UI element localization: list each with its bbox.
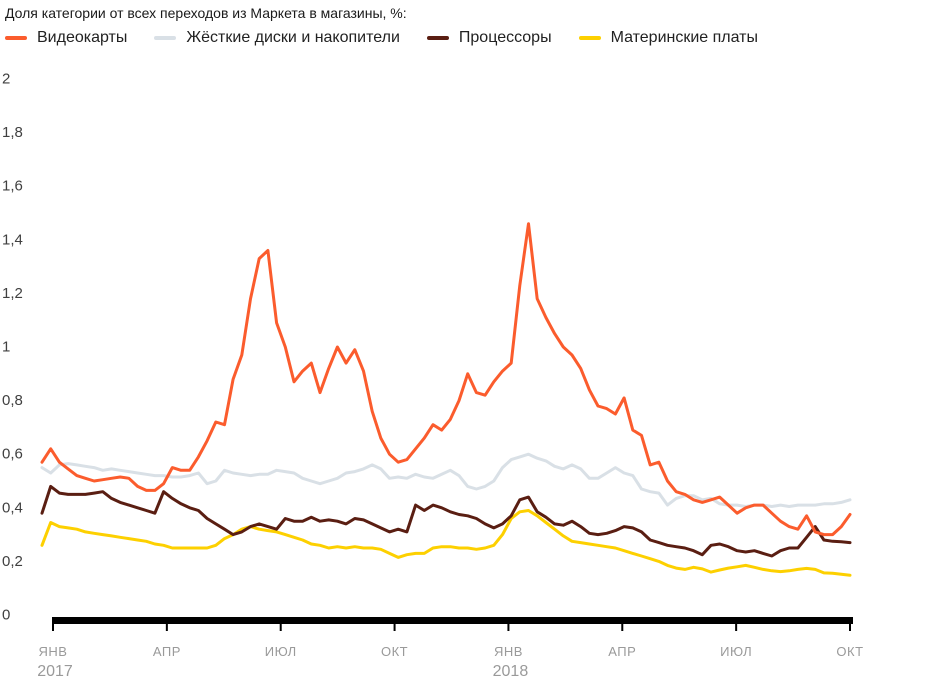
series-line-videokarty [42, 224, 850, 535]
y-axis-label: 2 [2, 71, 10, 88]
y-axis-label: 0,8 [2, 392, 23, 409]
x-axis-label: ОКТ [381, 644, 408, 659]
x-axis-tick [52, 624, 54, 631]
x-axis-tick [394, 624, 396, 631]
x-axis-tick [280, 624, 282, 631]
x-axis-year-label: 2018 [493, 663, 529, 680]
y-axis-label: 0 [2, 607, 10, 624]
y-axis-label: 1,6 [2, 178, 23, 195]
y-axis-label: 0,4 [2, 499, 23, 516]
y-axis-label: 1,8 [2, 124, 23, 141]
x-axis-label: ЯНВ [494, 644, 523, 659]
x-axis-label: ИЮЛ [265, 644, 297, 659]
x-axis-tick [621, 624, 623, 631]
x-axis-label: ОКТ [836, 644, 863, 659]
series-line-zhyostkie-diski [42, 454, 850, 506]
y-axis-label: 0,6 [2, 446, 23, 463]
x-axis-label: ЯНВ [39, 644, 68, 659]
x-axis-tick [166, 624, 168, 631]
x-axis-tick [507, 624, 509, 631]
y-axis-label: 0,2 [2, 553, 23, 570]
x-axis-tick [849, 624, 851, 631]
y-axis-label: 1 [2, 339, 10, 356]
x-axis-label: АПР [153, 644, 181, 659]
x-axis-label: АПР [608, 644, 636, 659]
x-axis-tick [735, 624, 737, 631]
x-axis-line [52, 617, 853, 624]
line-chart-svg: 2 1,8 1,6 1,4 1,2 1 0,8 0,6 0,4 0,2 0 ЯНВ 2017 АПР ИЮЛ… [0, 0, 941, 680]
series-line-materinskie-platy [42, 511, 850, 576]
x-axis-label: ИЮЛ [720, 644, 752, 659]
y-axis-label: 1,4 [2, 231, 23, 248]
x-axis-year-label: 2017 [37, 663, 73, 680]
y-axis-label: 1,2 [2, 285, 23, 302]
